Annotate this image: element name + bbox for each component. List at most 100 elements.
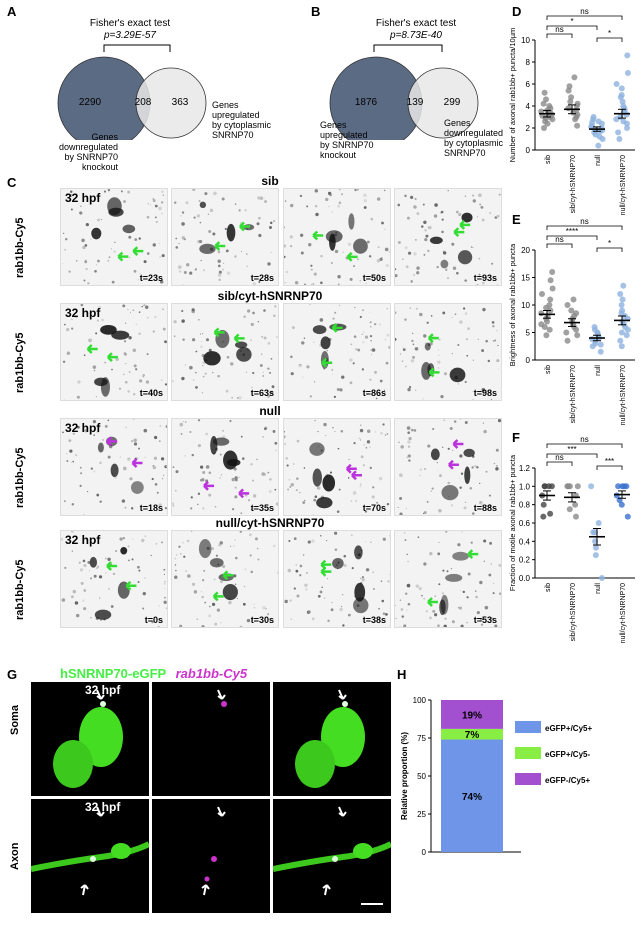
speckle (472, 359, 474, 361)
speckle (224, 227, 227, 231)
puncta (440, 259, 449, 269)
speckle (180, 433, 183, 435)
x-tick-label: sib (545, 155, 552, 164)
speckle (492, 324, 495, 328)
speckle (183, 555, 186, 558)
speckle (132, 348, 137, 353)
speckle (359, 315, 362, 319)
speckle (417, 536, 420, 538)
venn-b-overlap-count: 139 (406, 97, 424, 108)
timelapse-frame: t=30s (171, 530, 279, 628)
speckle (491, 262, 494, 265)
time-label: t=0s (144, 615, 163, 625)
speckle (364, 335, 369, 339)
speckle (413, 274, 415, 276)
speckle (162, 308, 164, 311)
speckle (155, 542, 158, 545)
time-label: t=50s (362, 273, 386, 283)
speckle (80, 304, 84, 307)
speckle (96, 319, 100, 322)
speckle (261, 472, 265, 476)
speckle (284, 431, 285, 433)
puncta (199, 243, 216, 254)
speckle (364, 510, 367, 513)
panel-label-f: F (512, 430, 520, 445)
speckle (350, 343, 353, 346)
speckle (145, 380, 150, 384)
speckle (494, 216, 498, 219)
speckle (138, 447, 140, 450)
speckle (362, 341, 365, 344)
speckle (68, 439, 72, 442)
speckle (267, 342, 271, 345)
speckle (240, 251, 242, 253)
speckle (359, 577, 362, 580)
speckle (496, 359, 500, 363)
speckle (419, 474, 421, 477)
speckle (69, 449, 73, 453)
speckle (311, 283, 313, 285)
speckle (298, 364, 302, 368)
speckle (267, 613, 269, 615)
speckle (326, 540, 328, 542)
significance-label: * (570, 17, 573, 26)
speckle (422, 203, 425, 206)
speckle (452, 449, 454, 451)
speckle (358, 437, 361, 440)
speckle (186, 539, 190, 543)
speckle (119, 537, 123, 541)
speckle (174, 335, 176, 337)
speckle (467, 572, 471, 576)
x-tick-label: null/cyt-hSNRNP70 (620, 365, 627, 425)
speckle (386, 433, 389, 435)
speckle (354, 306, 356, 309)
speckle (485, 339, 488, 343)
speckle (82, 599, 85, 602)
speckle (262, 436, 264, 438)
speckle (161, 478, 164, 480)
speckle (164, 340, 167, 344)
speckle (139, 272, 141, 275)
speckle (401, 258, 404, 261)
puncta (97, 442, 104, 453)
speckle (353, 335, 357, 338)
speckle (355, 347, 358, 351)
speckle (264, 197, 266, 199)
speckle (490, 617, 494, 621)
speckle (261, 335, 264, 338)
speckle (93, 574, 97, 578)
speckle (437, 367, 440, 369)
speckle (495, 467, 499, 471)
timelapse-frame: 32 hpf t=23s (60, 188, 168, 286)
speckle (431, 487, 434, 490)
speckle (381, 256, 383, 259)
time-label: t=93s (473, 273, 497, 283)
speckle (200, 465, 204, 469)
hpf-label: 32 hpf (85, 800, 121, 814)
speckle (368, 255, 372, 258)
speckle (154, 483, 158, 486)
data-point (541, 89, 548, 96)
speckle (83, 279, 86, 282)
row-label-soma: Soma (9, 705, 21, 735)
speckle (325, 435, 327, 437)
speckle (330, 608, 334, 612)
speckle (400, 608, 404, 611)
speckle (197, 444, 201, 448)
speckle (303, 283, 307, 285)
speckle (75, 613, 80, 618)
speckle (98, 597, 101, 599)
speckle (402, 347, 404, 349)
puncta (441, 485, 459, 501)
speckle (312, 514, 314, 515)
panel-g-title: hSNRNP70-eGFP rab1bb-Cy5 (60, 666, 247, 681)
speckle (191, 308, 195, 312)
speckle (352, 362, 355, 365)
speckle (205, 338, 209, 342)
speckle (481, 349, 485, 352)
speckle (476, 466, 479, 469)
data-point (547, 510, 554, 517)
puncta-arrow (214, 241, 226, 251)
speckle (360, 424, 362, 426)
speckle (395, 337, 397, 341)
